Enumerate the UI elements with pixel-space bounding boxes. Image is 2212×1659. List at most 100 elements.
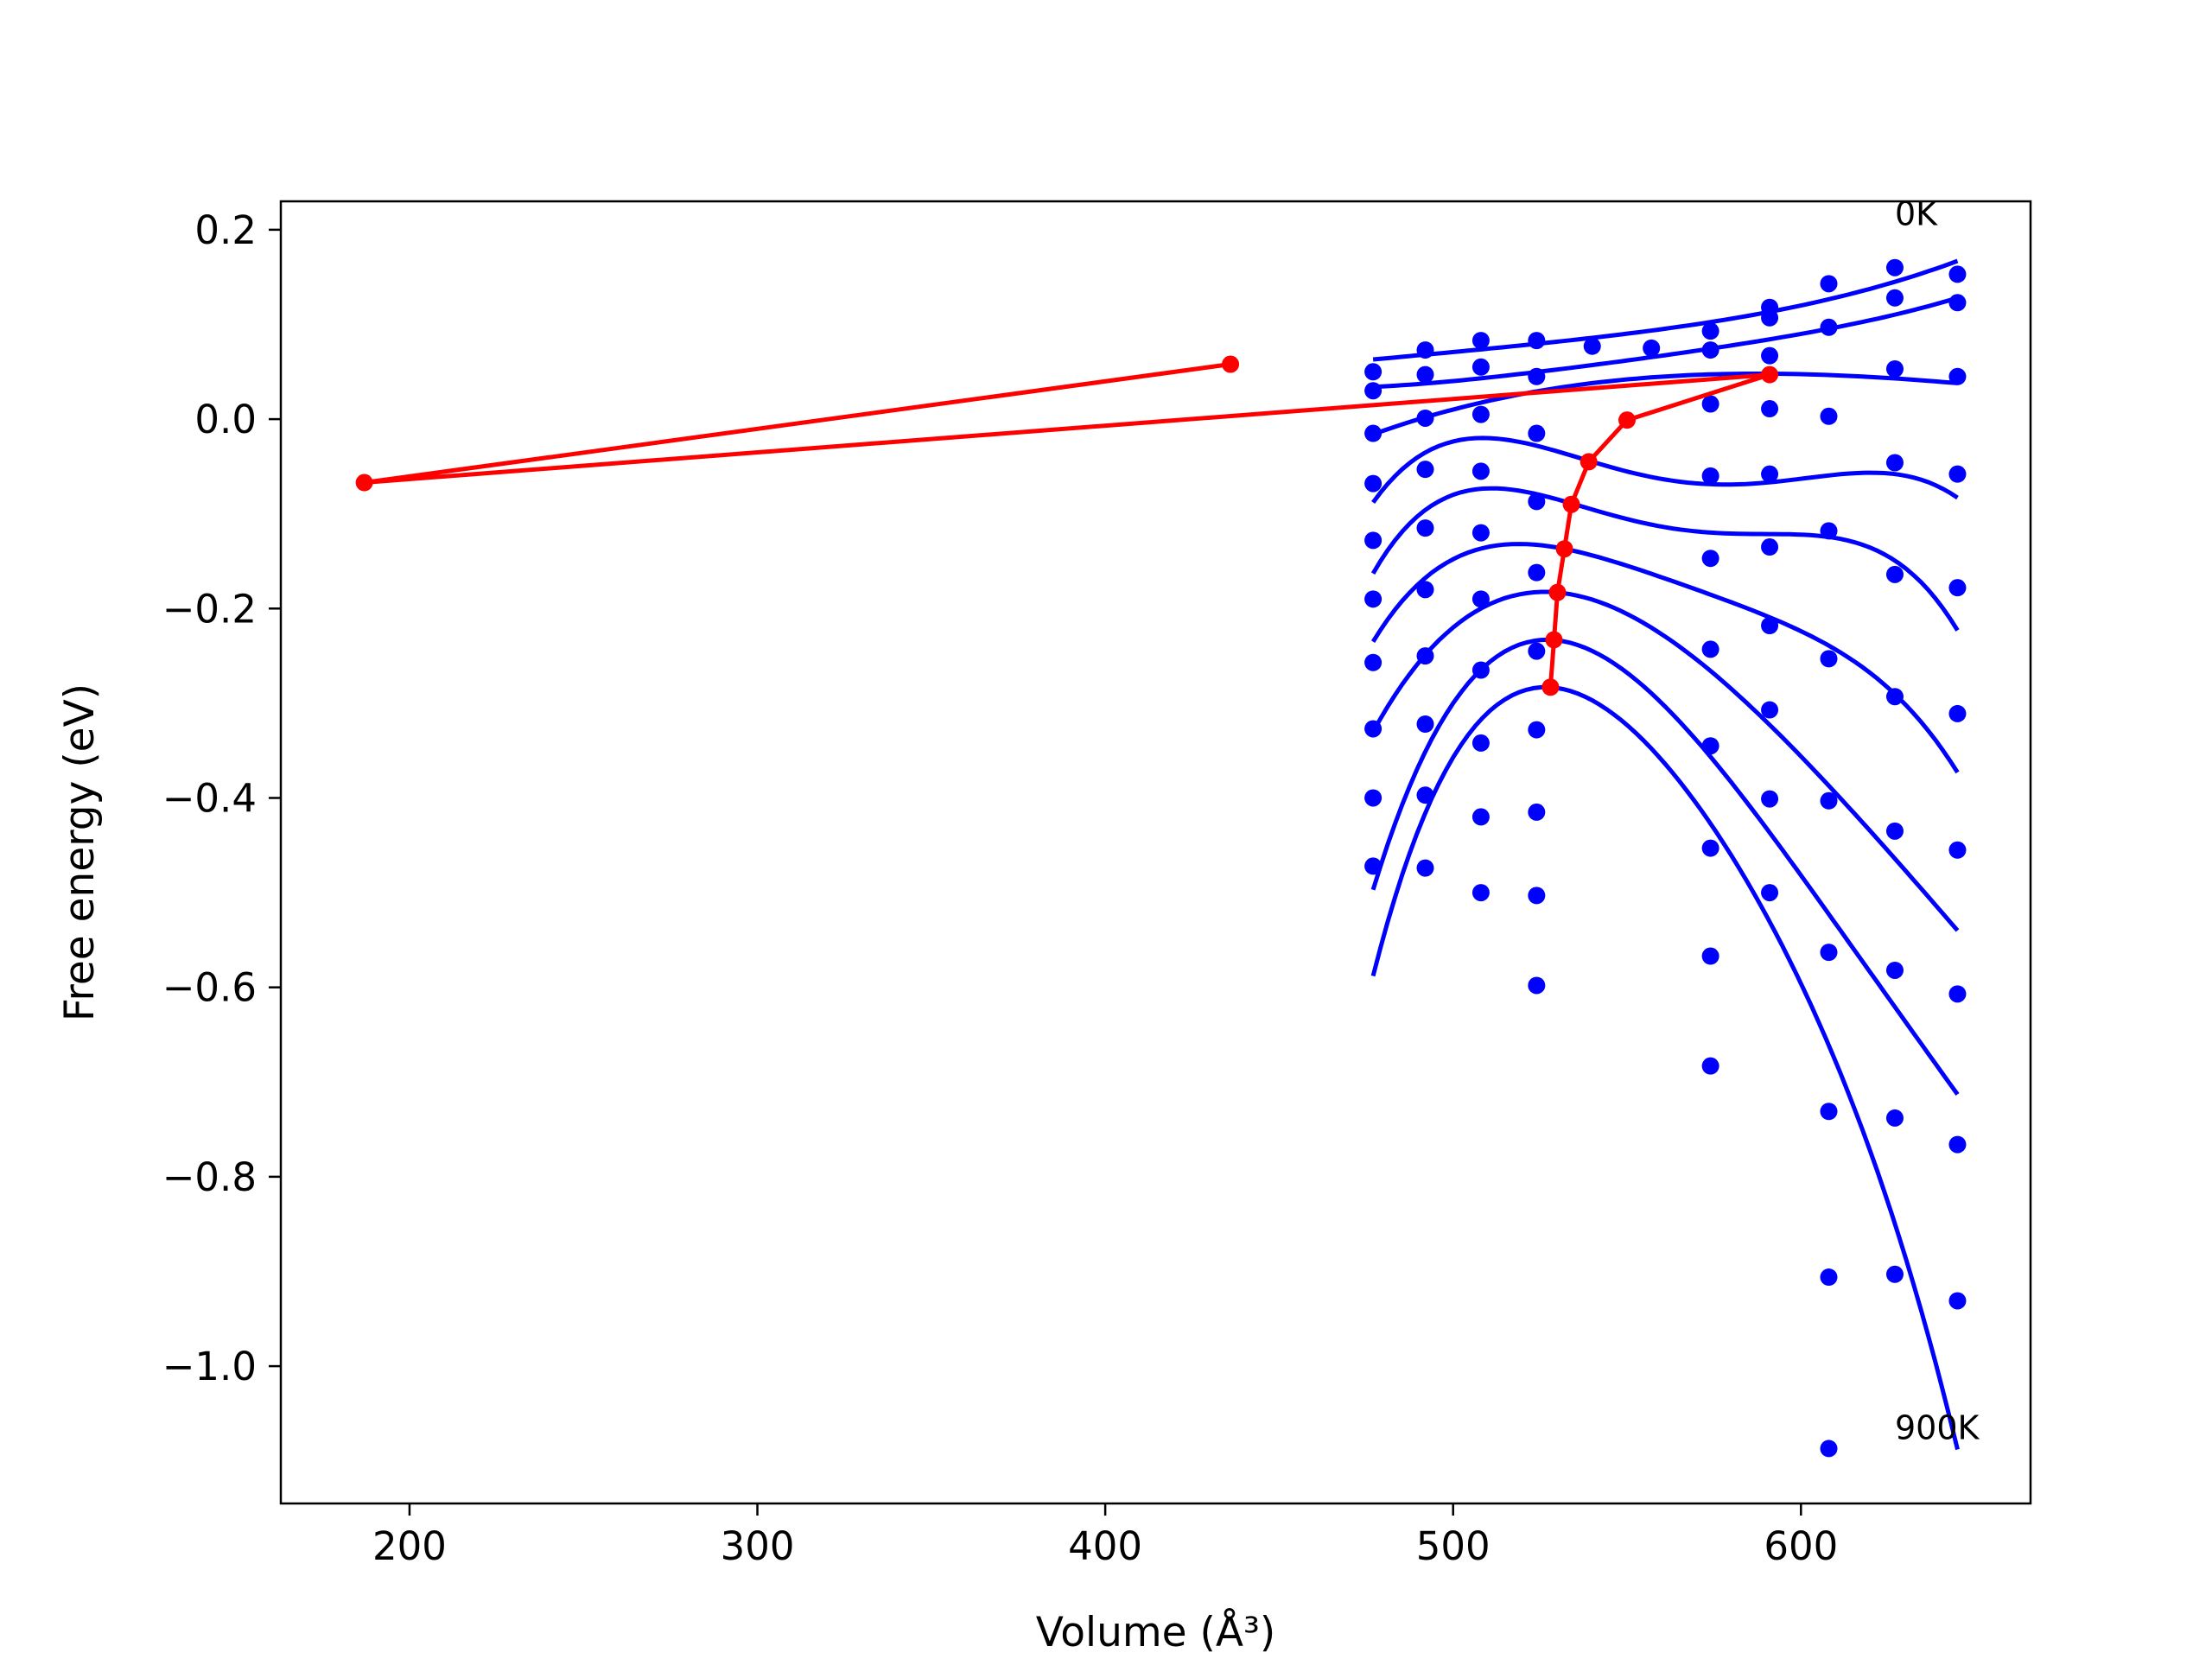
data-point [1761, 884, 1779, 902]
y-tick-label: −0.4 [162, 775, 257, 821]
fit-curve-7 [1370, 637, 1960, 1096]
data-point [1761, 701, 1779, 719]
curve-annotation: 0K [1895, 194, 1938, 232]
data-point [1528, 493, 1546, 511]
data-point [1416, 859, 1434, 877]
data-point [1416, 461, 1434, 479]
data-point [1701, 1057, 1719, 1075]
fit-curve-8 [1370, 684, 1960, 1451]
data-point [1820, 522, 1838, 540]
minima-point [355, 474, 373, 492]
data-point [1471, 332, 1490, 350]
data-point [1528, 424, 1546, 442]
data-point [1948, 985, 1967, 1003]
data-point [1885, 961, 1904, 979]
data-point [1471, 661, 1490, 679]
minima-point [1761, 365, 1779, 384]
minima-point [1548, 583, 1567, 601]
x-tick-label: 600 [1764, 1523, 1838, 1569]
data-point [1820, 650, 1838, 668]
plot-frame [279, 200, 2032, 1505]
data-point [1761, 617, 1779, 635]
data-point [1471, 524, 1490, 542]
data-point [1471, 884, 1490, 902]
y-axis-title: Free energy (eV) [56, 683, 104, 1021]
y-tick-label: 0.2 [194, 207, 257, 253]
data-point [1948, 1135, 1967, 1154]
data-point [1528, 887, 1546, 905]
data-point [1948, 265, 1967, 283]
data-point [1528, 976, 1546, 995]
data-point [1701, 839, 1719, 857]
data-point [1364, 857, 1382, 875]
data-point [1701, 395, 1719, 413]
data-point [1820, 275, 1838, 293]
data-point [1820, 1440, 1838, 1458]
data-point [1948, 841, 1967, 859]
data-point [1885, 454, 1904, 472]
data-point [1885, 565, 1904, 583]
data-point [1364, 382, 1382, 400]
data-point [1885, 822, 1904, 840]
data-point [1885, 688, 1904, 706]
data-point [1364, 424, 1382, 442]
data-point [1471, 808, 1490, 826]
data-point [1885, 289, 1904, 307]
x-tick-label: 400 [1068, 1523, 1142, 1569]
minima-curve [355, 355, 1779, 696]
data-point [1583, 337, 1601, 355]
data-point [1948, 294, 1967, 312]
temperature-curves [1370, 258, 1960, 1451]
data-point [1471, 462, 1490, 480]
fit-curve-0 [1372, 258, 1959, 362]
minima-point [1580, 453, 1598, 471]
minima-line [362, 362, 1772, 688]
data-point [1416, 519, 1434, 537]
data-point [1701, 322, 1719, 340]
data-point [1364, 531, 1382, 550]
y-tick-label: 0.0 [194, 397, 257, 442]
data-point [1416, 409, 1434, 427]
data-point [1820, 944, 1838, 962]
minima-point [1562, 495, 1580, 513]
data-point [1820, 407, 1838, 425]
data-point [1701, 341, 1719, 359]
fit-curve-5 [1370, 542, 1960, 774]
data-point [1701, 947, 1719, 965]
fit-curve-4 [1370, 486, 1960, 632]
y-tick-label: −0.6 [162, 965, 257, 1011]
y-tick-label: −0.8 [162, 1154, 257, 1200]
data-point [1761, 400, 1779, 418]
data-point [1416, 786, 1434, 804]
data-point [1885, 359, 1904, 378]
data-point [1364, 720, 1382, 738]
minima-point [1545, 631, 1563, 649]
data-point [1364, 474, 1382, 493]
data-point [1528, 563, 1546, 582]
x-tick-label: 300 [721, 1523, 795, 1569]
fit-curve-1 [1372, 296, 1959, 390]
data-point [1761, 308, 1779, 327]
data-point [1364, 590, 1382, 608]
data-point [1528, 367, 1546, 385]
data-point [1885, 1109, 1904, 1127]
data-point [1761, 790, 1779, 808]
data-point [1701, 640, 1719, 658]
data-points [1364, 258, 1967, 1458]
data-point [1416, 715, 1434, 733]
data-point [1528, 721, 1546, 739]
fit-curve-2 [1372, 372, 1958, 436]
data-point [1820, 318, 1838, 336]
data-point [1416, 365, 1434, 384]
data-point [1701, 550, 1719, 568]
fit-curve-6 [1370, 589, 1960, 932]
data-point [1701, 467, 1719, 485]
data-point [1416, 341, 1434, 359]
data-point [1643, 339, 1661, 357]
data-point [1948, 704, 1967, 722]
data-point [1416, 581, 1434, 599]
data-point [1948, 579, 1967, 597]
axis-ticks: 200 300 400 500 600 0.2 0.0 −0.2 −0.4 −0.6 −0.8 −1.… [162, 207, 1839, 1569]
